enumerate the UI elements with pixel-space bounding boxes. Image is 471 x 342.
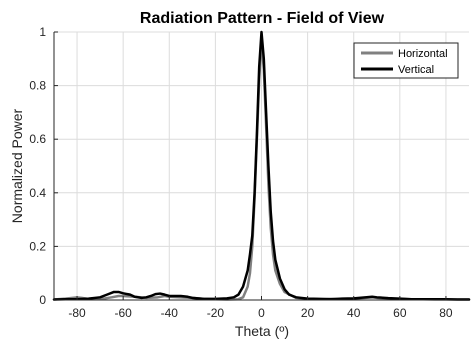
x-tick-label-2: -40 bbox=[161, 306, 179, 320]
legend-box bbox=[353, 42, 459, 79]
x-tick-label-5: 20 bbox=[301, 306, 315, 320]
y-tick-label-5: 1 bbox=[39, 25, 46, 39]
x-tick-label-6: 40 bbox=[347, 306, 361, 320]
y-axis-label: Normalized Power bbox=[9, 108, 25, 223]
x-tick-label-0: -80 bbox=[68, 306, 86, 320]
tick-labels: -80 -60 -40 -20 0 20 40 60 80 0 0.2 0.4 0.6 0.8 1 bbox=[29, 25, 453, 320]
y-tick-label-2: 0.4 bbox=[29, 186, 46, 200]
legend-label-horizontal: Horizontal bbox=[398, 48, 448, 60]
x-tick-label-1: -60 bbox=[114, 306, 132, 320]
legend: Horizontal Vertical bbox=[353, 42, 459, 79]
series-lines bbox=[52, 30, 471, 301]
y-tick-label-0: 0 bbox=[39, 293, 46, 307]
y-tick-label-3: 0.6 bbox=[29, 132, 46, 146]
x-axis-label: Theta (º) bbox=[235, 323, 289, 339]
axes bbox=[53, 31, 469, 301]
x-tick-label-7: 60 bbox=[393, 306, 407, 320]
legend-label-vertical: Vertical bbox=[398, 64, 434, 76]
y-tick-label-1: 0.2 bbox=[29, 239, 46, 253]
y-tick-label-4: 0.8 bbox=[29, 79, 46, 93]
x-tick-label-3: -20 bbox=[207, 306, 225, 320]
series-line-vertical bbox=[52, 30, 471, 301]
chart-title: Radiation Pattern - Field of View bbox=[140, 10, 385, 27]
x-tick-label-4: 0 bbox=[258, 306, 265, 320]
x-tick-label-8: 80 bbox=[439, 306, 453, 320]
